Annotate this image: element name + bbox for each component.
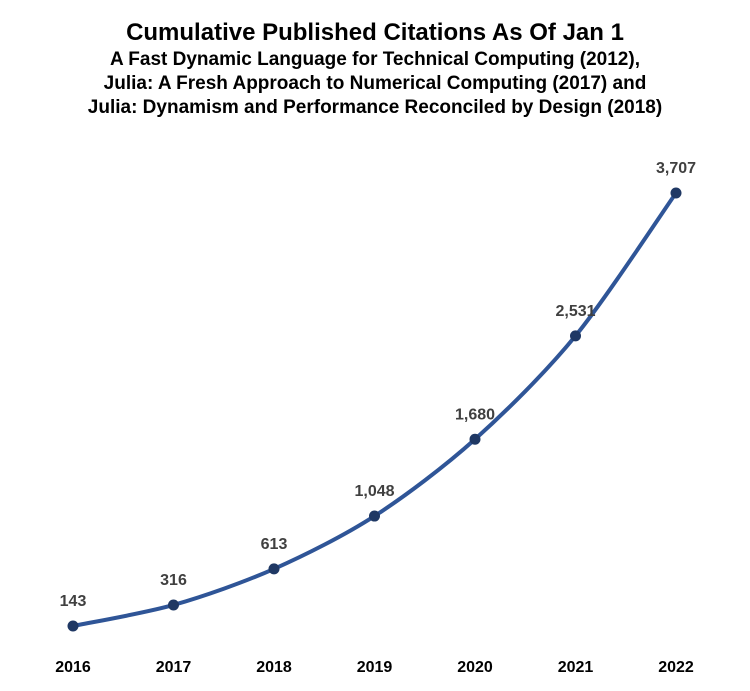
series-line bbox=[71, 191, 678, 628]
x-tick-label-2021: 2021 bbox=[558, 659, 594, 676]
chart-title-block: Cumulative Published Citations As Of Jan… bbox=[0, 18, 750, 120]
x-tick-label-2019: 2019 bbox=[357, 659, 393, 676]
data-point-2022 bbox=[670, 187, 682, 199]
data-label-2021: 2,531 bbox=[555, 303, 595, 320]
chart-subtitle-line-1: A Fast Dynamic Language for Technical Co… bbox=[110, 49, 640, 70]
x-tick-label-2016: 2016 bbox=[55, 659, 91, 676]
data-point-2019 bbox=[369, 510, 380, 522]
data-point-2021 bbox=[570, 330, 581, 342]
chart-title: Cumulative Published Citations As Of Jan… bbox=[126, 19, 624, 46]
x-tick-label-2022: 2022 bbox=[658, 659, 694, 676]
x-tick-label-2017: 2017 bbox=[156, 659, 192, 676]
data-label-2017: 316 bbox=[160, 572, 187, 589]
chart-subtitle-line-3: Julia: Dynamism and Performance Reconcil… bbox=[87, 97, 663, 118]
chart-subtitle-line-2: Julia: A Fresh Approach to Numerical Com… bbox=[103, 73, 647, 94]
data-point-2018 bbox=[268, 563, 280, 575]
x-tick-label-2018: 2018 bbox=[256, 659, 292, 676]
data-point-2016 bbox=[67, 620, 79, 632]
data-label-2019: 1,048 bbox=[354, 483, 394, 500]
data-label-2020: 1,680 bbox=[455, 406, 495, 423]
data-label-2018: 613 bbox=[261, 536, 288, 553]
data-label-2022: 3,707 bbox=[656, 160, 696, 177]
x-tick-label-2020: 2020 bbox=[457, 659, 493, 676]
data-point-2020 bbox=[469, 433, 481, 445]
data-label-2016: 143 bbox=[60, 593, 87, 610]
data-point-2017 bbox=[168, 599, 179, 611]
